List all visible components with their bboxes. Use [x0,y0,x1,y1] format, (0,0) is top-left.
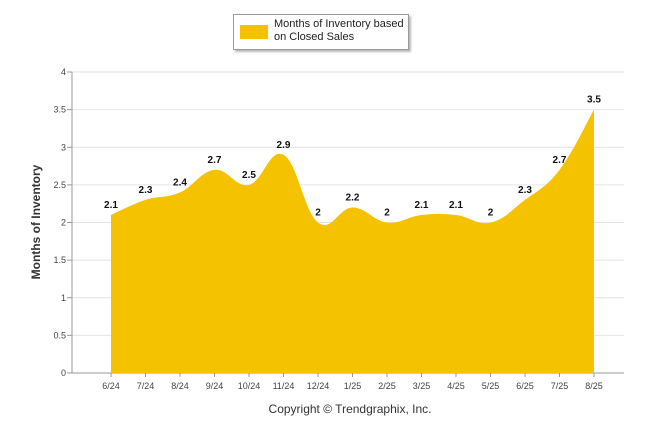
y-tick-label: 0.5 [53,330,66,340]
data-label: 2.2 [346,192,360,203]
x-tick-label: 7/25 [551,381,569,391]
data-label: 2.3 [139,185,153,196]
legend: Months of Inventory based on Closed Sale… [233,14,409,50]
data-labels: 2.1 2.3 2.4 2.7 2.5 2.9 2 2.2 2 2.1 2.1 2 2.3 2.7 3.5 [104,95,601,223]
data-label: 2.9 [277,140,291,151]
x-tick-label: 8/24 [171,381,189,391]
y-tick-label: 1.5 [53,255,66,265]
x-tick-label: 2/25 [378,381,396,391]
data-label: 2 [315,208,321,219]
data-label: 2.1 [449,200,463,211]
x-tick-label: 9/24 [206,381,224,391]
legend-swatch [240,25,268,39]
data-label: 3.5 [587,95,601,106]
x-tick-label: 10/24 [238,381,261,391]
data-label: 2.5 [242,170,256,181]
y-axis-title: Months of Inventory [29,164,43,280]
y-tick-label: 0 [61,368,66,378]
data-label: 2.1 [104,200,118,211]
y-axis: 0 0.5 1 1.5 2 2.5 3 3.5 4 [53,67,73,378]
x-tick-label: 7/24 [137,381,155,391]
x-tick-label: 6/25 [516,381,534,391]
y-tick-label: 2 [61,218,66,228]
series-area-path [111,109,594,373]
data-label: 2.1 [415,200,429,211]
x-tick-label: 4/25 [447,381,465,391]
x-axis: 6/24 7/24 8/24 9/24 10/24 11/24 12/24 1/25 2/25 3… [72,372,624,391]
x-tick-label: 12/24 [307,381,330,391]
x-tick-label: 6/24 [102,381,120,391]
data-label: 2.7 [553,155,567,166]
x-tick-label: 1/25 [344,381,362,391]
data-label: 2.7 [208,155,222,166]
y-tick-label: 2.5 [53,180,66,190]
copyright-text: Copyright © Trendgraphix, Inc. [268,402,432,416]
y-tick-label: 3 [61,142,66,152]
data-label: 2 [384,208,390,219]
legend-label: Months of Inventory based on Closed Sale… [274,18,404,43]
y-tick-label: 3.5 [53,105,66,115]
data-label: 2.4 [173,177,187,188]
x-tick-label: 8/25 [585,381,603,391]
data-label: 2 [488,208,494,219]
x-tick-label: 5/25 [482,381,500,391]
series-area [111,109,594,373]
y-tick-label: 1 [61,293,66,303]
data-label: 2.3 [518,185,532,196]
y-tick-label: 4 [61,67,66,77]
x-tick-label: 3/25 [413,381,431,391]
x-tick-label: 11/24 [273,381,295,391]
